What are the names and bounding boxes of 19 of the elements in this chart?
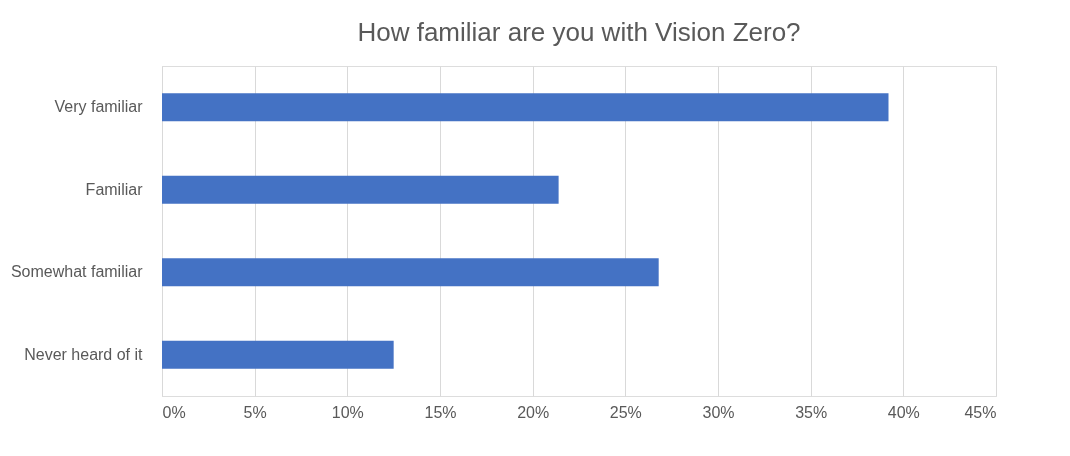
bar	[162, 93, 889, 122]
x-tick-label: 20%	[517, 403, 550, 421]
x-tick-label: 5%	[243, 403, 267, 421]
x-tick-label: 35%	[795, 403, 828, 421]
x-tick-label: 15%	[424, 403, 457, 421]
chart-title: How familiar are you with Vision Zero?	[357, 17, 801, 47]
y-tick-label: Never heard of it	[24, 345, 144, 363]
x-tick-label: 0%	[162, 403, 186, 421]
x-tick-label: 30%	[702, 403, 735, 421]
bar	[162, 258, 659, 287]
bar	[162, 340, 394, 369]
y-tick-label: Very familiar	[54, 98, 144, 116]
x-tick-label: 45%	[964, 403, 997, 421]
x-tick-label: 10%	[331, 403, 364, 421]
y-tick-label: Somewhat familiar	[10, 263, 144, 281]
x-tick-label: 25%	[609, 403, 642, 421]
y-tick-label: Familiar	[85, 180, 144, 198]
x-tick-label: 40%	[887, 403, 920, 421]
bar	[162, 175, 559, 204]
